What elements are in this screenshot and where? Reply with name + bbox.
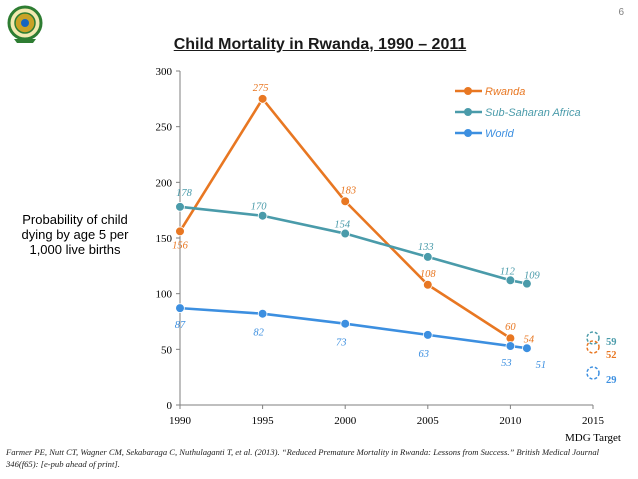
- data-label-rwanda: 60: [505, 322, 516, 333]
- data-point-ssa: [422, 252, 433, 262]
- citation: Farmer PE, Nutt CT, Wagner CM, Sekabarag…: [6, 447, 600, 469]
- axes: 0 50 100 150 200 250 300 1990 1995 2000 2005 2010 20…: [156, 66, 621, 444]
- series-points: [175, 94, 532, 354]
- legend-marker-ssa: [464, 108, 472, 116]
- legend-marker-world: [464, 129, 472, 137]
- target-marker-rwanda: [586, 340, 600, 354]
- legend-label-ssa: Sub-Saharan Africa: [485, 107, 581, 119]
- y-tick-label: 200: [156, 177, 173, 189]
- x-tick-label: 2005: [417, 415, 440, 427]
- page-number: 6: [618, 7, 624, 18]
- data-label-world: 51: [536, 360, 547, 371]
- data-point-ssa: [340, 228, 351, 239]
- data-label-world: 82: [253, 328, 264, 339]
- x-tick-label: 1990: [169, 415, 192, 427]
- chart-title: Child Mortality in Rwanda, 1990 – 2011: [173, 36, 467, 53]
- data-point-world: [522, 343, 532, 354]
- target-label-world: 29: [606, 375, 617, 386]
- data-point-world: [175, 303, 185, 313]
- data-point-ssa: [257, 210, 268, 221]
- data-label-rwanda: 156: [172, 240, 189, 251]
- data-label-ssa: 109: [524, 271, 541, 282]
- data-point-ssa: [175, 202, 185, 212]
- data-label-rwanda: 108: [420, 269, 437, 280]
- data-point-ssa: [522, 278, 532, 289]
- data-label-world: 87: [175, 320, 186, 331]
- target-marker-world: [586, 366, 600, 380]
- legend-label-rwanda: Rwanda: [485, 86, 525, 98]
- data-label-ssa: 112: [500, 266, 516, 277]
- data-label-ssa: 170: [251, 202, 268, 213]
- rwanda-emblem-icon: [7, 5, 43, 43]
- data-labels: 156 275 183 108 60 178 170 154 133 112 109 87 82 73 63…: [172, 83, 546, 371]
- data-label-ssa: 178: [176, 188, 193, 199]
- target-label-ssa: 59: [606, 337, 617, 348]
- data-point-rwanda: [422, 279, 433, 290]
- data-point-world: [340, 318, 351, 329]
- target-marker-ssa: [586, 331, 600, 345]
- x-tick-label: 2000: [334, 415, 357, 427]
- legend: Rwanda Sub-Saharan Africa World: [455, 86, 581, 140]
- x-tick-label: 2010: [499, 415, 522, 427]
- series-lines: [178, 97, 528, 350]
- data-label-rwanda: 183: [340, 185, 356, 196]
- legend-label-world: World: [485, 128, 515, 140]
- series-line-ssa: [179, 205, 528, 285]
- data-label-ssa: 154: [334, 220, 351, 231]
- data-point-world: [422, 330, 433, 340]
- x-tick-label: 1995: [252, 415, 275, 427]
- data-label-rwanda: 275: [253, 83, 269, 94]
- data-point-world: [257, 308, 268, 319]
- x-tick-label: 2015: [582, 415, 605, 427]
- y-tick-label: 300: [156, 66, 173, 78]
- y-tick-label: 250: [156, 122, 173, 134]
- data-point-world: [505, 341, 516, 351]
- data-label-ssa: 133: [418, 242, 434, 253]
- mdg-targets: 59 52 29: [586, 331, 617, 386]
- y-tick-label: 150: [156, 233, 173, 245]
- data-label-world: 73: [336, 338, 347, 349]
- data-label-world: 53: [501, 358, 512, 369]
- mdg-target-label: MDG Target: [565, 432, 621, 444]
- data-point-rwanda: [257, 94, 268, 104]
- data-point-ssa: [505, 275, 516, 286]
- legend-marker-rwanda: [464, 87, 472, 95]
- series-line-rwanda: [178, 97, 512, 340]
- data-point-rwanda: [340, 196, 351, 207]
- y-tick-label: 0: [167, 400, 173, 412]
- data-label-rwanda-extra: 54: [524, 335, 535, 346]
- data-label-world: 63: [419, 349, 430, 360]
- target-label-rwanda: 52: [606, 350, 617, 361]
- y-axis-label: Probability of child dying by age 5 per …: [21, 212, 129, 257]
- data-point-rwanda: [175, 226, 185, 237]
- y-tick-label: 100: [156, 289, 173, 301]
- y-tick-label: 50: [161, 344, 173, 356]
